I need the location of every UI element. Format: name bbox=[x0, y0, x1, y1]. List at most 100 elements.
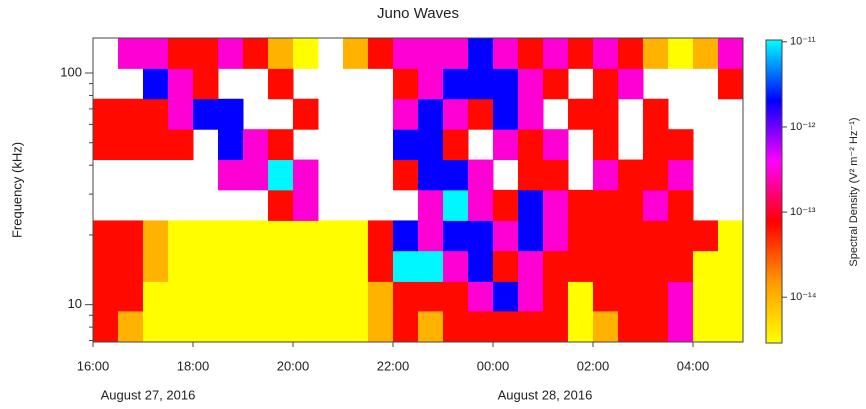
heatmap-cell bbox=[493, 129, 519, 161]
heatmap-cell bbox=[518, 98, 544, 130]
heatmap-cell bbox=[293, 310, 319, 343]
heatmap-cell bbox=[268, 159, 294, 191]
heatmap-cell bbox=[393, 159, 419, 191]
heatmap-cell bbox=[468, 189, 494, 221]
plot-frame bbox=[92, 37, 744, 343]
heatmap-cell bbox=[268, 38, 294, 69]
heatmap-cell bbox=[293, 281, 319, 312]
heatmap-cell bbox=[168, 38, 194, 69]
x-tick-label: 02:00 bbox=[577, 358, 610, 373]
y-tick-label: 10 bbox=[68, 296, 82, 311]
heatmap-cell bbox=[143, 68, 169, 100]
heatmap-cell bbox=[543, 68, 569, 100]
heatmap-cell bbox=[468, 68, 494, 100]
heatmap-cell bbox=[618, 159, 644, 191]
heatmap-cell bbox=[418, 129, 444, 161]
heatmap-cell bbox=[418, 250, 444, 282]
heatmap-cell bbox=[493, 220, 519, 252]
heatmap-cell bbox=[93, 250, 119, 282]
colorbar-tick-label: 10⁻¹⁴ bbox=[790, 291, 817, 303]
heatmap-cell bbox=[243, 310, 269, 343]
heatmap-cell bbox=[218, 220, 244, 252]
heatmap-cell bbox=[643, 38, 669, 69]
heatmap-cell bbox=[93, 310, 119, 343]
heatmap-cell bbox=[93, 281, 119, 312]
heatmap-cell bbox=[718, 38, 744, 69]
heatmap-cell bbox=[393, 281, 419, 312]
heatmap-cell bbox=[643, 281, 669, 312]
heatmap-cell bbox=[518, 38, 544, 69]
heatmap-cell bbox=[393, 129, 419, 161]
x-tick-label: 04:00 bbox=[677, 358, 710, 373]
heatmap-cell bbox=[518, 189, 544, 221]
heatmap-cell bbox=[143, 98, 169, 130]
heatmap-cell bbox=[718, 220, 744, 252]
heatmap-cell bbox=[468, 159, 494, 191]
heatmap-cell bbox=[518, 250, 544, 282]
heatmap-cell bbox=[268, 68, 294, 100]
heatmap-cell bbox=[543, 38, 569, 69]
colorbar-tick-label: 10⁻¹² bbox=[790, 121, 816, 133]
heatmap-cell bbox=[218, 98, 244, 130]
y-axis-label: Frequency (kHz) bbox=[9, 142, 24, 238]
heatmap-cell bbox=[668, 189, 694, 221]
heatmap-cell bbox=[643, 250, 669, 282]
heatmap-cell bbox=[393, 98, 419, 130]
heatmap-cell bbox=[443, 250, 469, 282]
x-tick-label: 00:00 bbox=[477, 358, 510, 373]
heatmap-cell bbox=[493, 189, 519, 221]
heatmap-cell bbox=[268, 310, 294, 343]
heatmap-cell bbox=[393, 310, 419, 343]
heatmap-cell bbox=[93, 98, 119, 130]
heatmap-cell bbox=[693, 38, 719, 69]
heatmap-cell bbox=[493, 310, 519, 343]
heatmap-cell bbox=[493, 38, 519, 69]
heatmap-cell bbox=[718, 250, 744, 282]
heatmap-cell bbox=[143, 250, 169, 282]
heatmap-cell bbox=[218, 310, 244, 343]
heatmap-cell bbox=[443, 129, 469, 161]
heatmap-cell bbox=[118, 129, 144, 161]
heatmap-cell bbox=[318, 250, 344, 282]
heatmap-cell bbox=[468, 98, 494, 130]
heatmap-cell bbox=[343, 310, 369, 343]
heatmap-cell bbox=[193, 68, 219, 100]
heatmap-cell bbox=[593, 310, 619, 343]
heatmap-cell bbox=[393, 68, 419, 100]
heatmap-cell bbox=[143, 310, 169, 343]
heatmap-cell bbox=[668, 310, 694, 343]
heatmap-cell bbox=[618, 250, 644, 282]
y-tick-label: 100 bbox=[60, 64, 82, 79]
x-tick-label: 16:00 bbox=[77, 358, 110, 373]
heatmap-cell bbox=[443, 189, 469, 221]
heatmap-cell bbox=[468, 38, 494, 69]
heatmap-cell bbox=[193, 220, 219, 252]
heatmap-cell bbox=[93, 220, 119, 252]
heatmap-cell bbox=[618, 281, 644, 312]
heatmap-cell bbox=[443, 310, 469, 343]
heatmap-cell bbox=[568, 98, 594, 130]
heatmap-cell bbox=[143, 129, 169, 161]
heatmap-cell bbox=[293, 250, 319, 282]
heatmap-cell bbox=[418, 220, 444, 252]
heatmap-cell bbox=[368, 250, 394, 282]
heatmap-cell bbox=[518, 159, 544, 191]
heatmap-cell bbox=[368, 310, 394, 343]
heatmap-cell bbox=[443, 281, 469, 312]
heatmap-cell bbox=[718, 68, 744, 100]
heatmap-cell bbox=[568, 38, 594, 69]
heatmap-cell bbox=[418, 281, 444, 312]
chart-title: Juno Waves bbox=[377, 5, 459, 22]
heatmap-cell bbox=[143, 38, 169, 69]
heatmap-cell bbox=[218, 250, 244, 282]
heatmap-cell bbox=[418, 38, 444, 69]
colorbar-tick-label: 10⁻¹¹ bbox=[790, 36, 816, 48]
heatmap-cell bbox=[618, 189, 644, 221]
heatmap-cell bbox=[268, 220, 294, 252]
heatmap-cell bbox=[318, 220, 344, 252]
heatmap-cell bbox=[543, 129, 569, 161]
heatmap-cell bbox=[193, 98, 219, 130]
heatmap-cell bbox=[593, 281, 619, 312]
heatmap-cell bbox=[593, 159, 619, 191]
heatmap-cell bbox=[343, 281, 369, 312]
